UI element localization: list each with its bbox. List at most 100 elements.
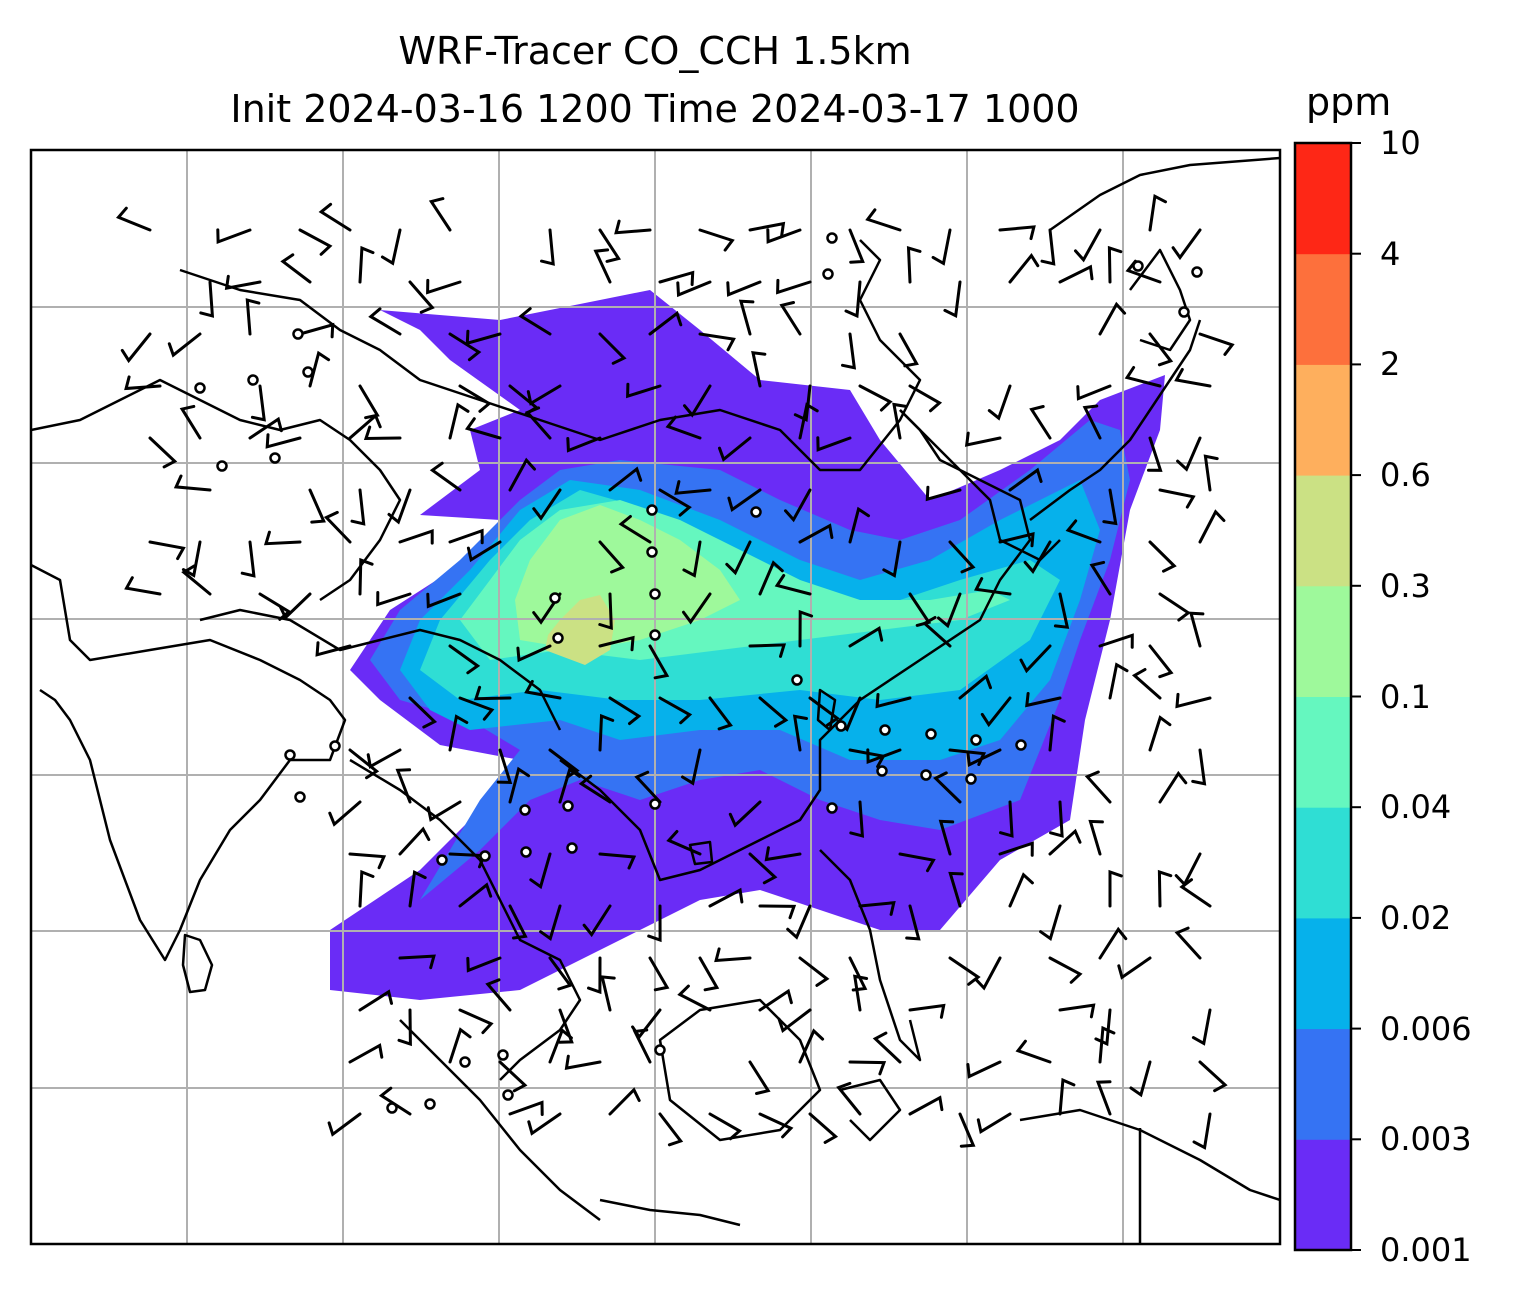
calm-marker <box>436 854 448 866</box>
wind-barb <box>872 1031 902 1064</box>
wind-barb <box>278 592 312 621</box>
wind-barb <box>836 1081 862 1116</box>
wind-barb <box>173 474 212 492</box>
coastline-borneo <box>658 998 822 1142</box>
wind-barb <box>1174 926 1202 960</box>
wind-barb <box>1098 633 1134 649</box>
colorbar-swatch <box>1295 253 1351 365</box>
wind-barb <box>1008 872 1034 908</box>
wind-barb <box>376 591 412 607</box>
wind-barb <box>458 882 493 908</box>
wind-barb <box>148 540 186 561</box>
wind-barb <box>508 457 536 492</box>
wind-barb <box>848 506 870 544</box>
border-himalaya <box>199 608 562 731</box>
wind-barb <box>426 592 462 609</box>
calm-marker <box>216 460 228 472</box>
wind-barb <box>516 644 552 663</box>
wind-barb <box>793 384 812 423</box>
wind-barb <box>598 332 627 365</box>
wind-barb <box>748 852 778 885</box>
wind-barb <box>250 384 266 422</box>
wind-barb <box>648 956 670 992</box>
wind-barb <box>681 748 702 786</box>
wind-barb <box>582 904 612 938</box>
wind-barb <box>608 696 642 726</box>
wind-barb <box>498 1060 528 1093</box>
wind-barb <box>526 384 562 406</box>
wind-barb <box>751 350 767 388</box>
calm-marker <box>497 1049 509 1061</box>
wind-barb <box>598 592 613 631</box>
wind-barb <box>1148 193 1167 232</box>
colorbar-tick-label: 0.3 <box>1380 566 1431 605</box>
wind-barb <box>1058 1077 1076 1116</box>
calm-marker <box>876 765 888 777</box>
wind-barb <box>148 436 178 469</box>
wind-barb <box>348 1043 384 1064</box>
wind-barb <box>564 1054 602 1070</box>
calm-marker <box>649 588 661 600</box>
wind-barb <box>848 626 884 648</box>
wind-barb <box>323 510 352 544</box>
wind-barb <box>1048 828 1082 856</box>
wind-barb <box>938 819 955 856</box>
map-title-line1: WRF-Tracer CO_CCH 1.5km <box>398 29 912 73</box>
colorbar-tick-label: 0.001 <box>1380 1231 1472 1269</box>
wind-barb <box>931 228 952 266</box>
colorbar-swatch <box>1295 585 1351 697</box>
calm-marker <box>826 232 838 244</box>
wind-barb <box>327 1112 362 1137</box>
calm-marker <box>646 504 658 516</box>
wind-barb <box>898 332 919 368</box>
wind-barb <box>892 402 908 440</box>
wind-barb <box>1023 540 1052 574</box>
wind-barb <box>1039 904 1062 942</box>
wind-barb <box>948 871 964 908</box>
wind-barb <box>922 616 952 648</box>
calm-marker <box>646 546 658 558</box>
wind-barb <box>199 280 215 318</box>
wind-barb <box>1102 488 1118 526</box>
calm-marker <box>1132 260 1144 272</box>
calm-marker <box>925 728 937 740</box>
wind-barb <box>758 1112 794 1139</box>
calm-marker <box>654 1044 666 1056</box>
wind-barb <box>1203 454 1219 492</box>
wind-barb <box>524 406 552 440</box>
wind-barb <box>665 415 702 440</box>
wind-barb <box>858 901 896 916</box>
wind-barb <box>777 1008 812 1034</box>
wind-barb <box>1158 488 1196 509</box>
map-gridlines <box>31 150 1280 1244</box>
wind-barb <box>167 332 202 358</box>
wind-barb <box>298 228 333 256</box>
wind-barb <box>548 1027 573 1064</box>
wind-barb <box>841 332 857 370</box>
wind-barb <box>758 988 793 1012</box>
wind-barb <box>1058 1003 1096 1019</box>
wind-barb <box>529 852 552 890</box>
colorbar-tick-label: 0.1 <box>1380 677 1431 716</box>
calm-marker <box>835 720 847 732</box>
calm-marker <box>879 724 891 736</box>
wind-barb <box>465 329 502 346</box>
colorbar-swatch <box>1295 1028 1351 1140</box>
wind-barb <box>348 748 380 780</box>
wind-barb <box>350 488 366 526</box>
wind-barb <box>708 1112 743 1141</box>
wind-barb <box>608 466 643 492</box>
tracer-field <box>330 290 1165 1000</box>
wind-barb <box>240 540 256 578</box>
calm-marker <box>562 800 574 812</box>
wind-barb <box>448 402 470 440</box>
wind-barb <box>748 221 786 237</box>
colorbar-tick-label: 10 <box>1380 124 1421 162</box>
wind-barb <box>976 1112 1012 1134</box>
wind-barb <box>124 375 162 391</box>
wind-barb <box>980 696 1012 728</box>
wind-barb <box>408 696 438 729</box>
wind-barb <box>566 436 602 453</box>
wind-barb <box>532 488 562 521</box>
wind-barb <box>698 956 720 992</box>
